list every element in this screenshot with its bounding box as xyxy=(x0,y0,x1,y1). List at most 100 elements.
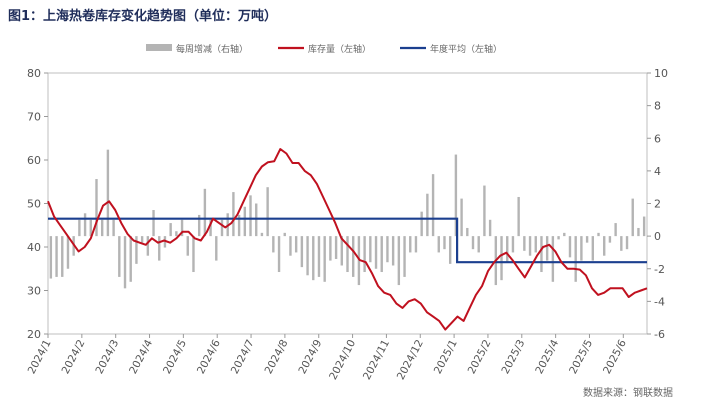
x-axis-label: 2024/6 xyxy=(195,338,223,377)
weekly-change-bar xyxy=(289,236,292,256)
weekly-change-bar xyxy=(266,187,269,237)
source-note: 数据来源：钢联数据 xyxy=(583,388,673,399)
weekly-change-bar xyxy=(66,236,70,269)
x-axis-label: 2024/9 xyxy=(296,338,324,376)
weekly-change-bar xyxy=(603,236,606,256)
x-axis-label: 2025/3 xyxy=(499,338,527,376)
weekly-change-bar xyxy=(249,195,252,237)
weekly-change-bar xyxy=(620,236,623,251)
weekly-change-bar xyxy=(369,236,372,263)
weekly-change-bar xyxy=(540,236,543,273)
left-axis-label: 20 xyxy=(27,328,41,341)
weekly-change-bar xyxy=(563,232,566,237)
weekly-change-bar xyxy=(123,236,127,289)
x-axis-label: 2024/10 xyxy=(327,338,358,382)
weekly-change-bar xyxy=(300,236,304,268)
weekly-change-bar xyxy=(260,232,264,237)
x-axis-label: 2024/7 xyxy=(229,338,257,376)
weekly-change-bar xyxy=(112,219,115,237)
weekly-change-bar xyxy=(312,236,315,281)
weekly-change-bar xyxy=(135,236,138,264)
weekly-change-bar xyxy=(243,206,247,237)
left-axis-label: 40 xyxy=(27,241,41,254)
x-axis-label: 2024/12 xyxy=(395,338,426,382)
weekly-change-bar xyxy=(614,223,617,237)
weekly-change-bar xyxy=(551,236,555,282)
weekly-change-bar xyxy=(466,227,469,237)
weekly-change-bar xyxy=(294,236,298,253)
x-axis-label: 2025/6 xyxy=(601,338,629,377)
left-axis-label: 70 xyxy=(27,111,41,124)
weekly-change-bar xyxy=(237,214,241,237)
right-axis-label: -6 xyxy=(654,328,665,341)
weekly-change-bar xyxy=(597,232,600,237)
weekly-change-bar xyxy=(169,223,172,237)
weekly-change-bar xyxy=(100,219,104,237)
weekly-change-bar xyxy=(317,236,321,277)
annual-average-line xyxy=(48,217,647,264)
weekly-change-bar xyxy=(255,203,258,237)
weekly-change-bar xyxy=(580,236,583,261)
weekly-change-bar xyxy=(323,236,326,282)
weekly-change-bar xyxy=(197,214,201,237)
weekly-change-bar xyxy=(340,236,343,266)
weekly-change-bar xyxy=(146,236,150,256)
weekly-change-bar xyxy=(220,219,224,237)
weekly-change-bar xyxy=(431,174,435,237)
weekly-change-bar xyxy=(346,236,349,273)
weekly-change-bar xyxy=(403,236,406,277)
weekly-change-bar xyxy=(283,232,286,237)
right-axis-label: 6 xyxy=(654,132,661,145)
weekly-change-bar xyxy=(534,236,537,253)
right-axis-label: -4 xyxy=(654,295,665,308)
weekly-change-bar xyxy=(203,188,207,237)
legend-label: 每周增减（右轴） xyxy=(176,43,248,55)
weekly-change-bar xyxy=(386,236,389,263)
weekly-change-bar xyxy=(591,236,595,261)
x-axis-label: 2025/2 xyxy=(466,338,494,376)
weekly-change-bar xyxy=(454,154,458,237)
weekly-change-bar xyxy=(477,236,480,253)
weekly-change-bar xyxy=(215,236,218,261)
weekly-change-bar xyxy=(158,236,161,261)
weekly-change-bar xyxy=(506,236,509,263)
weekly-change-bar xyxy=(129,236,132,282)
x-axis-label: 2025/5 xyxy=(567,338,595,376)
weekly-change-bar xyxy=(557,236,560,240)
weekly-change-bar xyxy=(186,236,189,256)
weekly-change-bar xyxy=(448,236,452,264)
left-axis-label: 50 xyxy=(27,198,41,211)
weekly-change-bar xyxy=(397,236,401,286)
weekly-change-bar xyxy=(83,213,87,237)
inventory-line xyxy=(47,148,648,331)
weekly-change-bar xyxy=(380,236,383,273)
weekly-change-bar xyxy=(61,236,64,277)
weekly-change-bar xyxy=(374,236,378,269)
weekly-change-bar xyxy=(414,236,418,253)
weekly-change-bar xyxy=(209,219,212,237)
weekly-change-bar xyxy=(306,236,309,276)
legend-label: 年度平均（左轴） xyxy=(430,43,502,55)
x-axis-label: 2024/1 xyxy=(26,338,54,376)
weekly-change-bar xyxy=(232,192,235,237)
weekly-change-bar xyxy=(437,236,440,253)
weekly-change-bar xyxy=(140,236,144,243)
weekly-change-bar xyxy=(95,179,98,237)
right-axis-label: 0 xyxy=(654,230,661,243)
weekly-change-bar xyxy=(420,211,423,237)
weekly-change-bar xyxy=(49,236,53,279)
weekly-change-bar xyxy=(78,219,81,237)
weekly-change-bar xyxy=(528,236,532,256)
weekly-change-bar xyxy=(471,236,475,250)
weekly-change-bar xyxy=(488,219,492,237)
left-axis-label: 60 xyxy=(27,154,41,167)
weekly-change-bar xyxy=(517,196,520,237)
weekly-change-bar xyxy=(89,219,92,237)
right-axis-label: 8 xyxy=(654,100,661,113)
weekly-change-bar xyxy=(391,236,395,266)
chart-title: 图1：上海热卷库存变化趋势图（单位：万吨） xyxy=(8,9,278,24)
weekly-change-bar xyxy=(272,236,275,253)
weekly-change-bar xyxy=(443,236,446,250)
right-axis-label: 2 xyxy=(654,198,661,211)
weekly-change-bar xyxy=(460,198,463,237)
